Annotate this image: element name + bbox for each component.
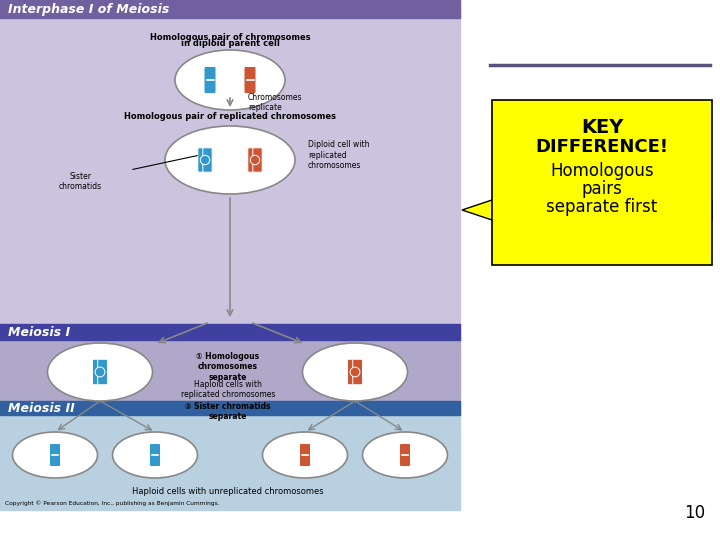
Circle shape: [251, 157, 258, 164]
FancyBboxPatch shape: [253, 148, 262, 172]
Text: in diploid parent cell: in diploid parent cell: [181, 39, 279, 48]
Bar: [460, 0, 720, 540]
FancyBboxPatch shape: [150, 443, 161, 467]
FancyBboxPatch shape: [248, 148, 257, 172]
Ellipse shape: [12, 432, 97, 478]
Text: separate first: separate first: [546, 198, 657, 216]
Text: KEY: KEY: [581, 118, 624, 137]
Text: Copyright © Pearson Education, Inc., publishing as Benjamin Cummings.: Copyright © Pearson Education, Inc., pub…: [5, 501, 220, 506]
FancyBboxPatch shape: [50, 443, 60, 467]
Bar: [0, 0, 460, 340]
Text: Sister
chromatids: Sister chromatids: [58, 172, 102, 191]
Circle shape: [95, 367, 104, 377]
Bar: [0, 415, 460, 510]
FancyBboxPatch shape: [198, 148, 207, 172]
Text: Meiosis I: Meiosis I: [8, 326, 70, 339]
Ellipse shape: [175, 50, 285, 110]
Text: 10: 10: [684, 504, 705, 522]
Text: Meiosis II: Meiosis II: [8, 402, 75, 415]
Bar: [0, 401, 460, 415]
Text: Interphase I of Meiosis: Interphase I of Meiosis: [8, 3, 169, 16]
FancyBboxPatch shape: [353, 359, 362, 384]
Bar: [0, 340, 460, 415]
Ellipse shape: [362, 432, 448, 478]
Circle shape: [251, 156, 259, 165]
Text: Diploid cell with
replicated
chromosomes: Diploid cell with replicated chromosomes: [308, 140, 369, 170]
Text: ① Homologous
chromosomes
separate: ① Homologous chromosomes separate: [197, 352, 260, 382]
Bar: [492, 100, 712, 265]
FancyBboxPatch shape: [203, 148, 212, 172]
FancyBboxPatch shape: [204, 66, 216, 93]
Text: pairs: pairs: [582, 180, 622, 198]
Text: ② Sister chromatids
separate: ② Sister chromatids separate: [185, 402, 271, 421]
Text: Haploid cells with
replicated chromosomes: Haploid cells with replicated chromosome…: [181, 380, 275, 400]
FancyBboxPatch shape: [244, 66, 256, 93]
Text: Homologous: Homologous: [550, 162, 654, 180]
Circle shape: [351, 368, 359, 376]
Polygon shape: [462, 190, 712, 230]
Text: DIFFERENCE!: DIFFERENCE!: [536, 138, 668, 156]
Ellipse shape: [165, 126, 295, 194]
Ellipse shape: [112, 432, 197, 478]
Text: Haploid cells with unreplicated chromosomes: Haploid cells with unreplicated chromoso…: [132, 487, 324, 496]
Ellipse shape: [302, 343, 408, 401]
Ellipse shape: [263, 432, 348, 478]
Bar: [0, 324, 460, 340]
FancyBboxPatch shape: [348, 359, 357, 384]
Text: Homologous pair of chromosomes: Homologous pair of chromosomes: [150, 33, 310, 42]
Circle shape: [202, 157, 209, 164]
Circle shape: [351, 367, 360, 377]
Text: Homologous pair of replicated chromosomes: Homologous pair of replicated chromosome…: [124, 112, 336, 121]
Circle shape: [200, 156, 210, 165]
Text: Chromosomes
replicate: Chromosomes replicate: [248, 93, 302, 112]
FancyBboxPatch shape: [98, 359, 107, 384]
Bar: [0, 0, 460, 18]
FancyBboxPatch shape: [400, 443, 410, 467]
Ellipse shape: [48, 343, 153, 401]
FancyBboxPatch shape: [300, 443, 310, 467]
Circle shape: [96, 368, 104, 376]
FancyBboxPatch shape: [92, 359, 102, 384]
